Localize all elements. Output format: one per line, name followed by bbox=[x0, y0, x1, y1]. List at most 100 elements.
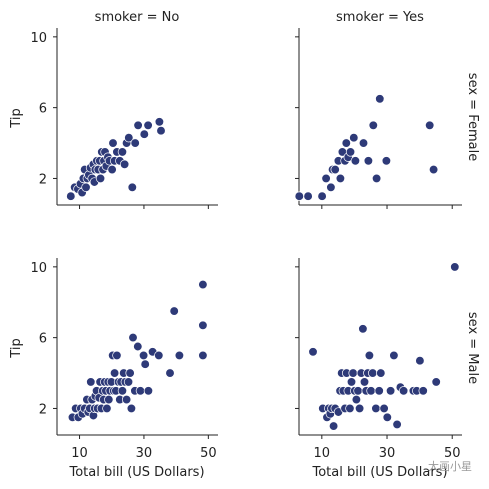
x-tick-label: 30 bbox=[136, 446, 153, 461]
scatter-point bbox=[139, 129, 149, 139]
scatter-point bbox=[398, 386, 409, 396]
y-tick-label: 2 bbox=[39, 402, 47, 417]
scatter-point bbox=[123, 377, 134, 387]
scatter-point bbox=[328, 421, 339, 431]
scatter-point bbox=[345, 403, 355, 414]
scatter-point bbox=[348, 368, 358, 378]
x-tick-label: 30 bbox=[379, 446, 396, 461]
scatter-point bbox=[354, 403, 365, 414]
scatter-point bbox=[345, 147, 356, 157]
x-tick-label: 10 bbox=[314, 446, 331, 461]
scatter-point bbox=[104, 394, 114, 405]
scatter-point bbox=[294, 191, 304, 201]
y-tick-label: 6 bbox=[39, 332, 47, 347]
scatter-point bbox=[143, 120, 153, 130]
scatter-point bbox=[140, 359, 150, 369]
scatter-point bbox=[303, 191, 313, 201]
scatter-point bbox=[317, 191, 327, 201]
scatter-point bbox=[198, 350, 208, 361]
scatter-point bbox=[392, 419, 402, 430]
x-axis-label-right: Total bill (US Dollars) bbox=[311, 465, 447, 480]
col-title-smoker-no: smoker = No bbox=[95, 10, 180, 25]
scatter-point bbox=[102, 403, 112, 414]
scatter-point bbox=[382, 412, 392, 422]
scatter-point bbox=[135, 386, 146, 396]
scatter-point bbox=[133, 120, 143, 130]
scatter-point bbox=[358, 324, 368, 334]
facet-panel-0-0: 2 6 10 bbox=[30, 28, 218, 209]
scatter-point bbox=[326, 182, 336, 192]
scatter-point bbox=[366, 386, 376, 396]
scatter-point bbox=[346, 377, 357, 387]
scatter-point bbox=[351, 394, 362, 405]
scatter-point bbox=[198, 279, 208, 290]
scatter-point bbox=[428, 164, 439, 175]
scatter-point bbox=[415, 356, 425, 366]
scatter-point bbox=[165, 368, 175, 378]
scatter-point bbox=[425, 120, 435, 130]
scatter-point bbox=[450, 262, 460, 272]
scatter-point bbox=[107, 164, 117, 175]
scatter-point bbox=[133, 341, 143, 352]
scatter-point bbox=[125, 368, 135, 378]
scatter-point bbox=[112, 350, 122, 361]
facet-panel-1-0: 2 6 10 10 30 50 bbox=[30, 258, 218, 461]
scatter-point bbox=[376, 368, 386, 378]
scatter-point bbox=[143, 386, 154, 396]
scatter-point bbox=[371, 403, 381, 414]
scatter-point bbox=[385, 386, 396, 396]
scatter-point bbox=[108, 138, 118, 148]
scatter-point bbox=[308, 347, 318, 357]
scatter-point bbox=[95, 173, 106, 184]
scatter-point bbox=[156, 126, 166, 136]
scatter-point bbox=[359, 377, 370, 387]
scatter-point bbox=[81, 182, 91, 192]
scatter-point bbox=[335, 173, 346, 184]
x-tick-label: 50 bbox=[444, 446, 461, 461]
watermark-text: 大画小星 bbox=[428, 459, 472, 473]
y-tick-label: 2 bbox=[39, 172, 47, 187]
y-axis-label-bottom: Tip bbox=[9, 338, 24, 358]
scatter-point bbox=[381, 156, 392, 166]
facet-panels: 2 6 10 2 6 10 10 30 50 10 30 50 bbox=[30, 28, 462, 461]
scatter-point bbox=[124, 133, 134, 143]
x-tick-label: 50 bbox=[200, 446, 217, 461]
x-tick-label: 10 bbox=[71, 446, 88, 461]
scatter-point bbox=[353, 386, 363, 396]
scatter-point bbox=[341, 138, 351, 148]
scatter-point bbox=[321, 173, 331, 184]
row-title-sex-male: sex = Male bbox=[465, 312, 480, 384]
scatter-point bbox=[154, 117, 165, 127]
scatter-point bbox=[368, 120, 378, 130]
col-title-smoker-yes: smoker = Yes bbox=[336, 10, 424, 25]
scatter-point bbox=[126, 403, 137, 414]
scatter-point bbox=[374, 386, 384, 396]
y-tick-label: 10 bbox=[30, 31, 47, 46]
scatter-point bbox=[130, 138, 140, 148]
y-tick-label: 6 bbox=[39, 102, 47, 117]
scatter-point bbox=[117, 147, 128, 157]
scatter-point bbox=[86, 377, 96, 387]
scatter-point bbox=[371, 173, 382, 184]
scatter-point bbox=[358, 138, 369, 148]
y-tick-label: 10 bbox=[30, 261, 47, 276]
scatter-point bbox=[364, 350, 375, 361]
scatter-point bbox=[431, 377, 441, 387]
scatter-point bbox=[389, 350, 399, 361]
scatter-point bbox=[66, 191, 76, 201]
scatter-point bbox=[418, 386, 428, 396]
scatter-point bbox=[174, 350, 185, 361]
scatter-point bbox=[138, 350, 149, 361]
row-title-sex-female: sex = Female bbox=[465, 73, 480, 161]
facet-panel-0-1 bbox=[294, 28, 462, 209]
scatter-point bbox=[117, 386, 128, 396]
facet-panel-1-1: 10 30 50 bbox=[295, 258, 462, 461]
scatter-point bbox=[169, 306, 179, 316]
scatter-point bbox=[379, 403, 389, 414]
scatter-point bbox=[127, 182, 137, 192]
scatter-point bbox=[368, 368, 378, 378]
scatter-point bbox=[350, 156, 361, 166]
scatter-point bbox=[198, 320, 208, 330]
scatter-point bbox=[375, 94, 385, 104]
